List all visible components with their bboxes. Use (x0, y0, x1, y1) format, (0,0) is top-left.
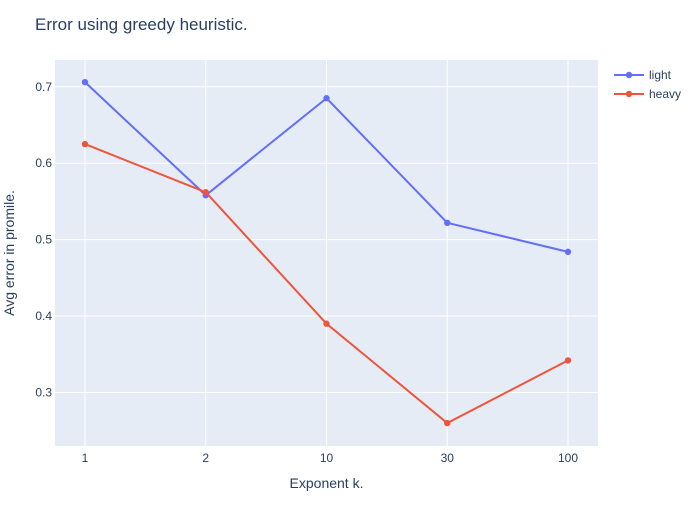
y-tick-label: 0.5 (35, 233, 52, 247)
legend-marker-icon (625, 71, 633, 79)
y-tick-label: 0.4 (35, 309, 52, 323)
data-point-heavy[interactable] (444, 419, 451, 427)
y-axis-label: Avg error in promile. (1, 190, 17, 316)
series-layer (81, 78, 572, 427)
data-point-heavy[interactable] (323, 320, 330, 327)
legend-item-light[interactable]: light (614, 68, 672, 82)
data-point-heavy[interactable] (81, 140, 89, 148)
data-point-light[interactable] (81, 78, 89, 86)
x-axis-label: Exponent k. (290, 475, 364, 491)
legend-marker-icon (625, 90, 633, 98)
x-tick-label: 2 (202, 451, 209, 465)
grid-lines (55, 60, 598, 446)
data-point-light[interactable] (323, 95, 330, 102)
chart-title: Error using greedy heuristic. (35, 15, 248, 34)
tick-labels: 1 2 10 30 100 0.3 0.4 0.5 0.6 0.7 (35, 80, 578, 465)
x-tick-label: 10 (320, 451, 334, 465)
data-point-heavy[interactable] (564, 357, 572, 364)
y-tick-label: 0.3 (35, 385, 52, 399)
data-point-light[interactable] (564, 248, 572, 256)
y-tick-label: 0.7 (35, 80, 52, 94)
data-point-heavy[interactable] (202, 189, 209, 196)
legend-label: light (649, 68, 672, 82)
x-tick-label: 1 (82, 451, 89, 465)
y-tick-label: 0.6 (35, 156, 52, 170)
legend-item-heavy[interactable]: heavy (614, 87, 681, 101)
legend-label: heavy (649, 87, 681, 101)
x-tick-label: 100 (558, 451, 578, 465)
data-point-light[interactable] (444, 219, 451, 227)
series-heavy (81, 140, 572, 427)
legend[interactable]: light heavy (614, 68, 681, 101)
x-tick-label: 30 (441, 451, 455, 465)
